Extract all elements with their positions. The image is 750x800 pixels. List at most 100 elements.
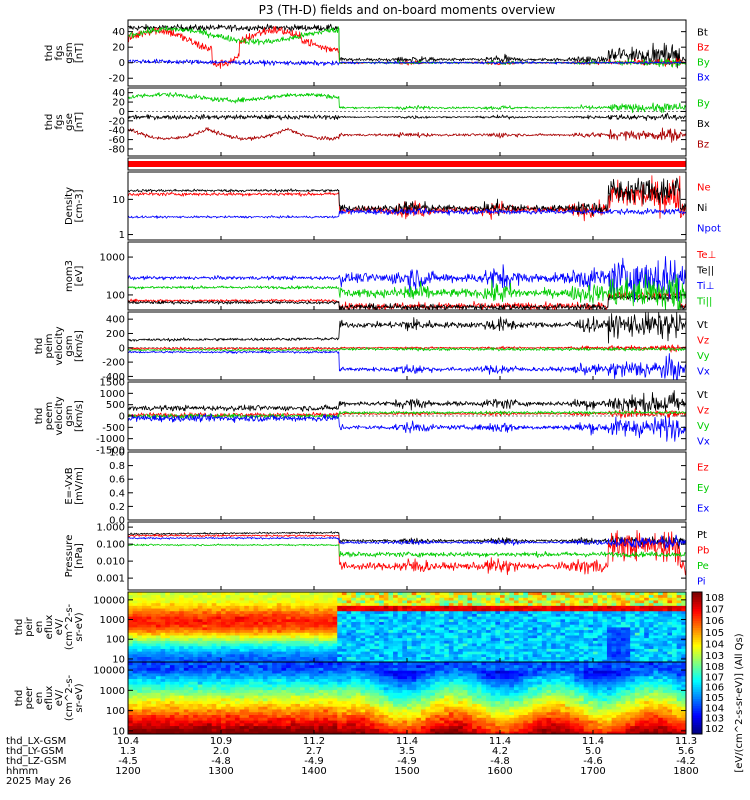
heatmap-cell (221, 698, 227, 702)
heatmap-cell (490, 643, 496, 647)
heatmap-cell (137, 689, 143, 693)
heatmap-cell (611, 624, 617, 628)
heatmap-cell (197, 621, 203, 625)
heatmap-cell (630, 594, 636, 598)
heatmap-cell (216, 600, 222, 604)
heatmap-cell (546, 637, 552, 641)
heatmap-cell (244, 678, 250, 682)
heatmap-cell (332, 698, 338, 702)
heatmap-cell (253, 684, 259, 688)
heatmap-cell (197, 602, 203, 606)
heatmap-cell (569, 656, 575, 660)
heatmap-cell (532, 645, 538, 649)
heatmap-cell (225, 664, 231, 668)
heatmap-cell (309, 664, 315, 668)
heatmap-cell (620, 632, 626, 636)
heatmap-cell (458, 711, 464, 716)
heatmap-cell (365, 635, 371, 639)
heatmap-cell (616, 602, 622, 606)
heatmap-cell (234, 648, 240, 652)
heatmap-cell (309, 656, 315, 660)
heatmap-cell (434, 670, 440, 674)
heatmap-cell (602, 659, 608, 663)
heatmap-cell (439, 594, 445, 598)
heatmap-cell (365, 709, 371, 713)
heatmap-cell (444, 725, 450, 729)
heatmap-cell (244, 594, 250, 598)
heatmap-cell (244, 714, 250, 718)
heatmap-cell (676, 632, 682, 636)
heatmap-cell (341, 605, 347, 609)
heatmap-cell (239, 722, 245, 727)
heatmap-cell (179, 722, 185, 727)
heatmap-cell (304, 678, 310, 682)
heatmap-cell (300, 643, 306, 647)
heatmap-cell (267, 635, 273, 639)
heatmap-cell (425, 722, 431, 727)
heatmap-cell (248, 605, 254, 609)
heatmap-cell (132, 675, 138, 680)
heatmap-cell (374, 692, 380, 696)
heatmap-cell (244, 616, 250, 620)
heatmap-cell (128, 728, 134, 732)
heatmap-cell (253, 637, 259, 641)
heatmap-cell (211, 700, 217, 704)
heatmap-cell (490, 600, 496, 604)
heatmap-cell (341, 600, 347, 604)
heatmap-cell (290, 698, 296, 702)
heatmap-cell (639, 637, 645, 641)
heatmap-cell (309, 662, 315, 666)
heatmap-cell (300, 605, 306, 609)
heatmap-cell (351, 700, 357, 704)
heatmap-cell (611, 597, 617, 601)
heatmap-cell (216, 717, 222, 721)
heatmap-cell (221, 624, 227, 628)
heatmap-cell (420, 632, 426, 636)
heatmap-cell (151, 592, 157, 596)
heatmap-cell (258, 722, 264, 727)
heatmap-cell (420, 605, 426, 609)
heatmap-cell (207, 711, 213, 716)
heatmap-cell (532, 610, 538, 614)
heatmap-cell (341, 645, 347, 649)
heatmap-cell (244, 613, 250, 617)
heatmap-cell (272, 667, 278, 671)
heatmap-cell (420, 618, 426, 623)
heatmap-cell (495, 637, 501, 641)
heatmap-cell (221, 643, 227, 647)
heatmap-cell (369, 662, 375, 666)
heatmap-cell (574, 648, 580, 652)
heatmap-cell (314, 698, 320, 702)
heatmap-cell (327, 670, 333, 674)
heatmap-cell (486, 659, 492, 663)
heatmap-cell (458, 709, 464, 713)
heatmap-cell (286, 689, 292, 693)
heatmap-cell (179, 643, 185, 647)
heatmap-cell (193, 627, 199, 631)
heatmap-cell (453, 651, 459, 655)
heatmap-cell (221, 686, 227, 691)
heatmap-cell (160, 629, 166, 633)
heatmap-cell (420, 610, 426, 614)
heatmap-cell (662, 645, 668, 649)
heatmap-cell (165, 651, 171, 655)
heatmap-cell (383, 686, 389, 691)
heatmap-cell (453, 592, 459, 596)
heatmap-cell (132, 616, 138, 620)
heatmap-cell (207, 600, 213, 604)
heatmap-cell (620, 618, 626, 623)
heatmap-cell (281, 610, 287, 614)
heatmap-cell (128, 594, 134, 598)
heatmap-cell (509, 608, 515, 612)
heatmap-cell (634, 613, 640, 617)
heatmap-cell (276, 717, 282, 721)
heatmap-cell (193, 592, 199, 596)
heatmap-cell (588, 656, 594, 660)
heatmap-cell (327, 689, 333, 693)
heatmap-cell (160, 711, 166, 716)
heatmap-cell (439, 728, 445, 732)
heatmap-cell (314, 635, 320, 639)
heatmap-cell (393, 605, 399, 609)
heatmap-cell (276, 659, 282, 663)
heatmap-cell (388, 706, 394, 710)
